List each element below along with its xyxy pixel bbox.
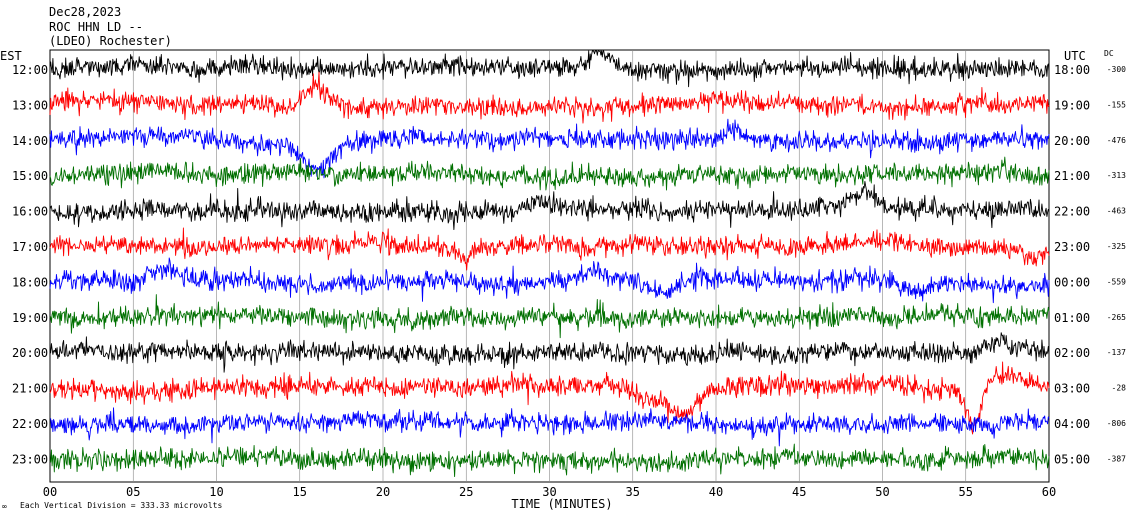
trace-line-2000 — [49, 332, 1050, 373]
utc-time-label: 03:00 — [1054, 382, 1090, 396]
x-tick-label: 30 — [542, 485, 556, 499]
utc-time-label: 04:00 — [1054, 417, 1090, 431]
est-time-label: 18:00 — [12, 275, 48, 289]
est-time-label: 16:00 — [12, 205, 48, 219]
x-tick-label: 15 — [293, 485, 307, 499]
x-tick-label: 25 — [459, 485, 473, 499]
dc-offset-label: -387 — [1107, 454, 1126, 463]
utc-time-label: 00:00 — [1054, 275, 1090, 289]
dc-offset-label: -325 — [1107, 242, 1126, 251]
est-time-label: 19:00 — [12, 311, 48, 325]
est-time-label: 20:00 — [12, 346, 48, 360]
x-tick-label: 20 — [376, 485, 390, 499]
trace-line-1700 — [49, 227, 1050, 271]
est-time-label: 15:00 — [12, 169, 48, 183]
dc-offset-label: -463 — [1107, 207, 1126, 216]
trace-line-1900 — [49, 294, 1050, 339]
x-tick-label: 00 — [43, 485, 57, 499]
x-tick-label: 60 — [1042, 485, 1056, 499]
utc-time-label: 22:00 — [1054, 205, 1090, 219]
utc-time-label: 21:00 — [1054, 169, 1090, 183]
trace-line-1600 — [49, 180, 1050, 231]
utc-axis-label: UTC — [1064, 49, 1086, 63]
dc-offset-label: -559 — [1107, 277, 1126, 286]
trace-line-1500 — [49, 156, 1050, 191]
footer-note: Each Vertical Division = 333.33 microvol… — [20, 501, 222, 510]
utc-time-label: 18:00 — [1054, 63, 1090, 77]
x-tick-label: 35 — [626, 485, 640, 499]
utc-time-label: 01:00 — [1054, 311, 1090, 325]
x-tick-label: 40 — [709, 485, 723, 499]
x-tick-label: 10 — [209, 485, 223, 499]
est-time-label: 13:00 — [12, 98, 48, 112]
x-tick-label: 45 — [792, 485, 806, 499]
est-time-label: 12:00 — [12, 63, 48, 77]
utc-time-label: 23:00 — [1054, 240, 1090, 254]
trace-line-1200 — [49, 50, 1050, 88]
trace-line-2300 — [49, 443, 1050, 478]
trace-layer — [49, 50, 1050, 478]
trace-line-1400 — [49, 118, 1050, 179]
label-layer: 00 05 10 15 20 25 30 35 40 45 50 55 60 12:00 18:00 -300… — [12, 63, 1126, 499]
dc-offset-label: -155 — [1107, 100, 1126, 109]
est-time-label: 14:00 — [12, 134, 48, 148]
trace-line-1300 — [49, 71, 1050, 124]
est-time-label: 21:00 — [12, 382, 48, 396]
dc-offset-label: -806 — [1107, 419, 1126, 428]
header-station: ROC HHN LD -- — [49, 20, 143, 34]
trace-line-2200 — [49, 407, 1050, 447]
dc-offset-label: -28 — [1112, 384, 1127, 393]
scale-marker-icon: ∞ — [2, 502, 7, 511]
dc-offset-label: -476 — [1107, 136, 1126, 145]
header-network: (LDEO) Rochester) — [49, 34, 172, 48]
x-tick-label: 50 — [875, 485, 889, 499]
est-axis-label: EST — [0, 49, 22, 63]
x-tick-label: 05 — [126, 485, 140, 499]
utc-time-label: 02:00 — [1054, 346, 1090, 360]
trace-line-2100 — [49, 361, 1050, 435]
utc-time-label: 19:00 — [1054, 98, 1090, 112]
x-tick-label: 55 — [959, 485, 973, 499]
utc-time-label: 20:00 — [1054, 134, 1090, 148]
est-time-label: 22:00 — [12, 417, 48, 431]
est-time-label: 23:00 — [12, 452, 48, 466]
utc-time-label: 05:00 — [1054, 452, 1090, 466]
dc-offset-label: -265 — [1107, 313, 1126, 322]
trace-line-1800 — [49, 257, 1050, 304]
header-date: Dec28,2023 — [49, 5, 121, 19]
dc-label: DC — [1104, 49, 1114, 58]
x-axis-title: TIME (MINUTES) — [511, 497, 612, 511]
dc-offset-label: -137 — [1107, 348, 1126, 357]
dc-offset-label: -300 — [1107, 65, 1126, 74]
grid-layer — [132, 50, 967, 482]
est-time-label: 17:00 — [12, 240, 48, 254]
dc-offset-label: -313 — [1107, 171, 1126, 180]
